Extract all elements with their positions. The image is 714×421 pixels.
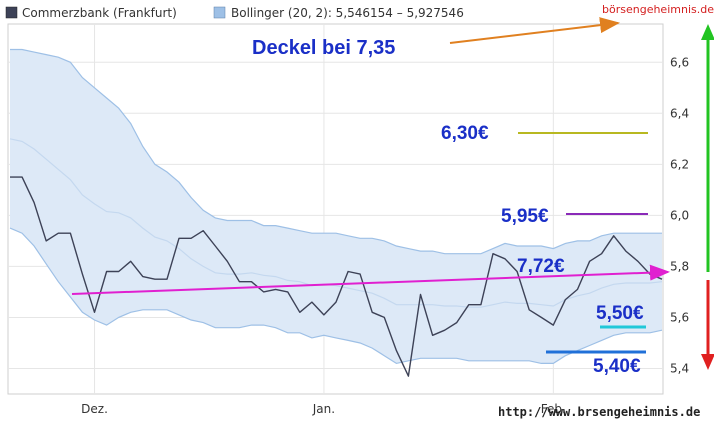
x-tick-label: Feb. [541,402,566,416]
bollinger-lower-line [9,227,663,365]
y-axis: 5,4 5,6 5,8 6,0 6,2 6,4 6,6 [670,55,689,375]
bollinger-mid-line [9,138,663,308]
annotation-trend: 7,72€ [517,256,565,277]
y-tick-label: 6,6 [670,55,689,69]
annotation-595: 5,95€ [501,206,549,227]
annotation-540: 5,40€ [593,356,641,377]
annotation-630: 6,30€ [441,123,489,144]
price-series [10,176,663,377]
y-tick-label: 5,6 [670,310,689,324]
bollinger-upper-line [10,48,662,255]
x-tick-label: Dez. [81,402,108,416]
trend-arrow [71,264,670,295]
annotation-deckel: Deckel bei 7,35 [252,37,395,59]
annotation-550: 5,50€ [596,303,644,324]
x-tick-label: Jan. [312,402,335,416]
legend-swatch-price [5,6,18,19]
y-tick-label: 5,8 [670,259,689,273]
deckel-arrow [449,17,620,44]
y-tick-label: 6,0 [670,208,689,222]
price-line [10,176,663,377]
legend: Commerzbank (Frankfurt) Bollinger (20, 2… [5,6,464,20]
annotation-overlay: Deckel bei 7,35 6,30€ 5,95€ 7,72€ 5,50€ … [71,17,714,377]
legend-label-price: Commerzbank (Frankfurt) [22,6,177,20]
y-tick-label: 6,2 [670,157,689,171]
y-tick-label: 5,4 [670,361,689,375]
legend-swatch-bollinger [213,6,226,19]
up-arrow-icon [701,24,714,40]
bollinger-bands [9,48,663,365]
legend-label-bollinger: Bollinger (20, 2): 5,546154 – 5,927546 [231,6,464,20]
footer-url: http://www.brsengeheimnis.de [498,405,700,419]
watermark: börsengeheimnis.de [602,3,714,16]
down-arrow-icon [701,354,714,370]
x-axis: Dez. Jan. Feb. [81,402,566,416]
y-tick-label: 6,4 [670,106,689,120]
bollinger-band-fill [10,49,662,364]
